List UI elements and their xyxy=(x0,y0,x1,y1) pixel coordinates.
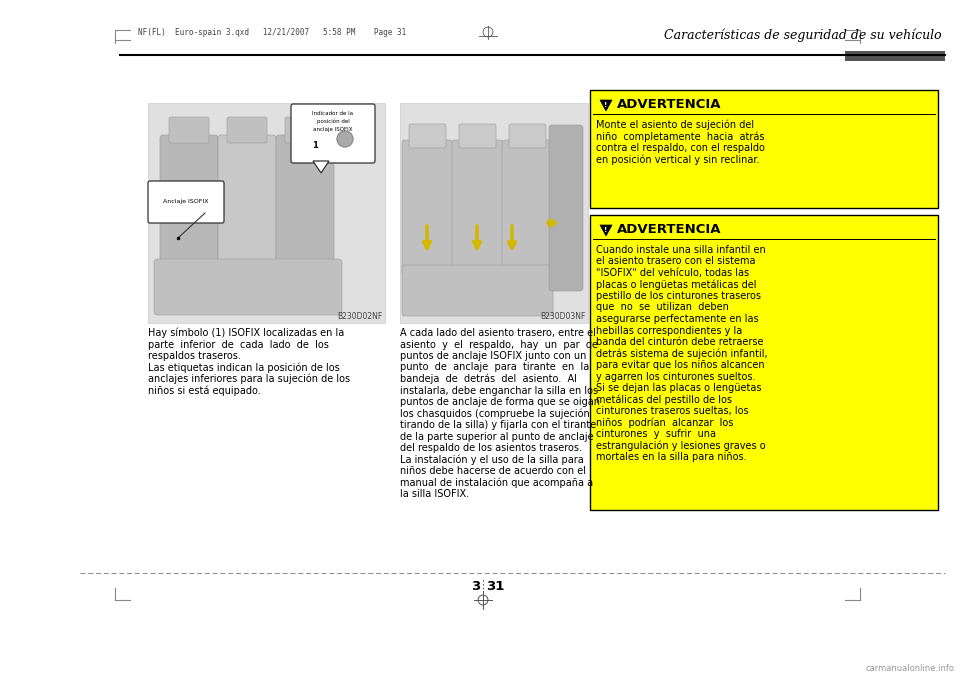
Text: que  no  se  utilizan  deben: que no se utilizan deben xyxy=(596,302,729,313)
FancyBboxPatch shape xyxy=(169,117,209,143)
Text: posición del: posición del xyxy=(317,119,349,125)
Text: B230D03NF: B230D03NF xyxy=(540,312,586,321)
Text: asiento  y  el  respaldo,  hay  un  par  de: asiento y el respaldo, hay un par de xyxy=(400,340,598,349)
FancyBboxPatch shape xyxy=(160,135,218,271)
Text: NF(FL)  Euro-spain 3.qxd   12/21/2007   5:58 PM    Page 31: NF(FL) Euro-spain 3.qxd 12/21/2007 5:58 … xyxy=(138,28,406,37)
Text: !: ! xyxy=(605,227,608,233)
FancyBboxPatch shape xyxy=(502,140,553,276)
FancyBboxPatch shape xyxy=(285,117,325,143)
Text: para evitar que los niños alcancen: para evitar que los niños alcancen xyxy=(596,360,764,370)
Text: estrangulación y lesiones graves o: estrangulación y lesiones graves o xyxy=(596,441,766,451)
Text: del respaldo de los asientos traseros.: del respaldo de los asientos traseros. xyxy=(400,443,582,453)
FancyBboxPatch shape xyxy=(402,265,553,316)
Text: punto  de  anclaje  para  tirante  en  la: punto de anclaje para tirante en la xyxy=(400,363,589,372)
Text: Si se dejan las placas o lengüetas: Si se dejan las placas o lengüetas xyxy=(596,383,761,393)
Text: la silla ISOFIX.: la silla ISOFIX. xyxy=(400,489,469,499)
Text: Las etiquetas indican la posición de los: Las etiquetas indican la posición de los xyxy=(148,363,340,373)
Bar xyxy=(148,103,385,323)
Text: niño  completamente  hacia  atrás: niño completamente hacia atrás xyxy=(596,132,764,142)
Text: carmanualonline.info: carmanualonline.info xyxy=(866,664,955,673)
Text: Anclaje ISOFIX: Anclaje ISOFIX xyxy=(163,199,208,205)
Text: metálicas del pestillo de los: metálicas del pestillo de los xyxy=(596,395,732,405)
FancyBboxPatch shape xyxy=(459,124,496,148)
Text: respaldos traseros.: respaldos traseros. xyxy=(148,351,241,361)
Text: La instalación y el uso de la silla para: La instalación y el uso de la silla para xyxy=(400,454,584,465)
Polygon shape xyxy=(600,225,612,236)
Text: ADVERTENCIA: ADVERTENCIA xyxy=(617,223,722,236)
FancyBboxPatch shape xyxy=(509,124,546,148)
Text: asegurarse perfectamente en las: asegurarse perfectamente en las xyxy=(596,314,758,324)
Text: niños si está equipado.: niños si está equipado. xyxy=(148,386,261,396)
Text: 31: 31 xyxy=(486,580,504,593)
Text: pestillo de los cinturones traseros: pestillo de los cinturones traseros xyxy=(596,291,761,301)
Text: placas o lengüetas metálicas del: placas o lengüetas metálicas del xyxy=(596,279,756,290)
Polygon shape xyxy=(600,100,612,111)
Text: manual de instalación que acompaña a: manual de instalación que acompaña a xyxy=(400,477,593,488)
Text: tirando de la silla) y fijarla con el tirante: tirando de la silla) y fijarla con el ti… xyxy=(400,420,596,430)
Text: cinturones  y  sufrir  una: cinturones y sufrir una xyxy=(596,429,716,439)
FancyBboxPatch shape xyxy=(452,140,503,276)
Text: 1: 1 xyxy=(312,141,318,150)
Text: y agarren los cinturones sueltos.: y agarren los cinturones sueltos. xyxy=(596,372,756,382)
Text: !: ! xyxy=(605,102,608,108)
FancyBboxPatch shape xyxy=(218,135,276,271)
Bar xyxy=(590,215,938,510)
FancyBboxPatch shape xyxy=(409,124,446,148)
Text: hebillas correspondientes y la: hebillas correspondientes y la xyxy=(596,325,742,336)
Bar xyxy=(590,90,938,208)
Text: los chasquidos (compruebe la sujeción: los chasquidos (compruebe la sujeción xyxy=(400,409,589,419)
FancyBboxPatch shape xyxy=(154,259,342,315)
FancyBboxPatch shape xyxy=(148,181,224,223)
Text: en posición vertical y sin reclinar.: en posición vertical y sin reclinar. xyxy=(596,155,759,165)
Text: Indicador de la: Indicador de la xyxy=(312,111,353,116)
Text: detrás sistema de sujeción infantil,: detrás sistema de sujeción infantil, xyxy=(596,348,768,359)
Text: 3: 3 xyxy=(470,580,480,593)
Text: Cuando instale una silla infantil en: Cuando instale una silla infantil en xyxy=(596,245,766,255)
Text: anclaje ISOFIX: anclaje ISOFIX xyxy=(313,127,352,132)
Circle shape xyxy=(337,131,353,147)
FancyBboxPatch shape xyxy=(549,125,583,291)
Text: Monte el asiento de sujeción del: Monte el asiento de sujeción del xyxy=(596,120,755,130)
Text: Hay símbolo (1) ISOFIX localizadas en la: Hay símbolo (1) ISOFIX localizadas en la xyxy=(148,328,345,338)
Text: el asiento trasero con el sistema: el asiento trasero con el sistema xyxy=(596,256,756,266)
Text: A cada lado del asiento trasero, entre el: A cada lado del asiento trasero, entre e… xyxy=(400,328,596,338)
Text: niños debe hacerse de acuerdo con el: niños debe hacerse de acuerdo con el xyxy=(400,466,586,476)
FancyBboxPatch shape xyxy=(402,140,453,276)
Text: de la parte superior al punto de anclaje: de la parte superior al punto de anclaje xyxy=(400,431,593,441)
Text: "ISOFIX" del vehículo, todas las: "ISOFIX" del vehículo, todas las xyxy=(596,268,749,278)
Text: puntos de anclaje ISOFIX junto con un: puntos de anclaje ISOFIX junto con un xyxy=(400,351,587,361)
Bar xyxy=(400,103,588,323)
Text: Características de seguridad de su vehículo: Características de seguridad de su vehíc… xyxy=(664,28,942,42)
Bar xyxy=(845,51,945,61)
Text: niños  podrían  alcanzar  los: niños podrían alcanzar los xyxy=(596,418,733,428)
FancyBboxPatch shape xyxy=(227,117,267,143)
FancyBboxPatch shape xyxy=(276,135,334,271)
Text: cinturones traseros sueltas, los: cinturones traseros sueltas, los xyxy=(596,406,749,416)
Text: instalarla, debe enganchar la silla en los: instalarla, debe enganchar la silla en l… xyxy=(400,386,598,395)
FancyBboxPatch shape xyxy=(291,104,375,163)
Text: ADVERTENCIA: ADVERTENCIA xyxy=(617,98,722,111)
Text: parte  inferior  de  cada  lado  de  los: parte inferior de cada lado de los xyxy=(148,340,329,349)
Text: mortales en la silla para niños.: mortales en la silla para niños. xyxy=(596,452,747,462)
Text: anclajes inferiores para la sujeción de los: anclajes inferiores para la sujeción de … xyxy=(148,374,350,384)
Text: contra el respaldo, con el respaldo: contra el respaldo, con el respaldo xyxy=(596,143,765,153)
Polygon shape xyxy=(313,161,329,173)
Text: B230D02NF: B230D02NF xyxy=(338,312,383,321)
Text: puntos de anclaje de forma que se oigan: puntos de anclaje de forma que se oigan xyxy=(400,397,600,407)
Text: bandeja  de  detrás  del  asiento.  Al: bandeja de detrás del asiento. Al xyxy=(400,374,577,384)
Text: banda del cinturón debe retraerse: banda del cinturón debe retraerse xyxy=(596,337,763,347)
